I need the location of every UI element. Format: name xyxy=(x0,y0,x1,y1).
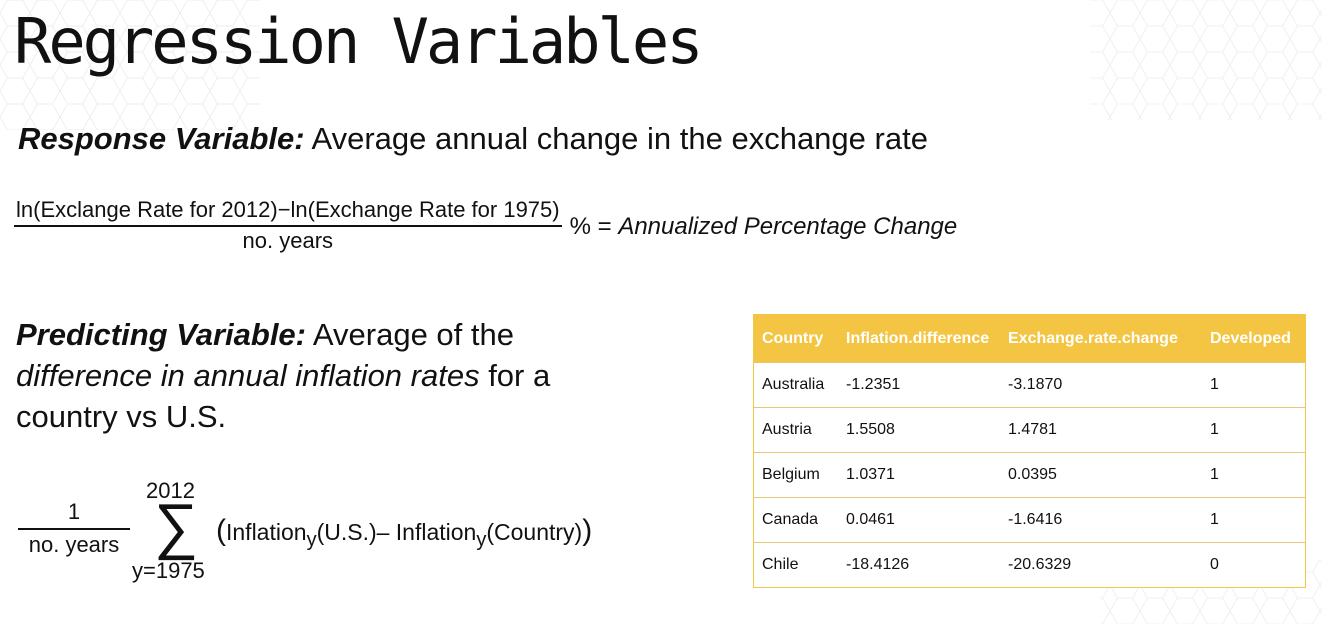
cell-inflation-difference: 0.0461 xyxy=(838,497,1000,543)
sum-upper-limit: 2012 xyxy=(146,478,195,503)
cell-inflation-difference: 1.5508 xyxy=(838,407,1000,453)
formula1-numerator: ln(Exclange Rate for 2012)−ln(Exchange R… xyxy=(14,196,562,227)
column-header-exchange-rate-change: Exchange.rate.change xyxy=(1000,314,1202,363)
cell-country: Chile xyxy=(753,542,838,588)
cell-inflation-difference: -1.2351 xyxy=(838,362,1000,408)
annualized-change-formula: ln(Exclange Rate for 2012)−ln(Exchange R… xyxy=(14,196,957,255)
predicting-variable-text2: for a xyxy=(479,358,551,393)
country-data-table: Country Inflation.difference Exchange.ra… xyxy=(753,314,1306,588)
formula2-term-country: Inflation xyxy=(395,519,477,545)
cell-country: Canada xyxy=(753,497,838,543)
cell-country: Australia xyxy=(753,362,838,408)
formula2-term-us: Inflation xyxy=(226,519,307,545)
column-header-developed: Developed xyxy=(1202,314,1306,363)
formula2-arg-country: (Country) xyxy=(486,519,583,545)
slide-title: Regression Variables xyxy=(14,5,704,78)
predicting-variable-label: Predicting Variable: xyxy=(16,317,306,352)
formula1-result: % = Annualized Percentage Change xyxy=(570,213,958,241)
predicting-variable-paragraph: Predicting Variable: Average of the diff… xyxy=(16,314,656,437)
formula2-fraction: 1 no. years xyxy=(18,498,130,560)
average-inflation-difference-formula: 1 no. years 2012 ∑ y=1975 (Inflationy(U.… xyxy=(18,478,698,588)
table-row: Belgium 1.0371 0.0395 1 xyxy=(753,452,1306,498)
predicting-variable-italic: difference in annual inflation rates xyxy=(16,358,480,393)
formula2-open-paren: ( xyxy=(216,514,226,547)
summation-sign: ∑ xyxy=(154,492,199,561)
cell-exchange-rate-change: 0.0395 xyxy=(1000,452,1202,498)
cell-exchange-rate-change: -1.6416 xyxy=(1000,497,1202,543)
formula2-subscript-us: y xyxy=(306,529,317,551)
cell-exchange-rate-change: -20.6329 xyxy=(1000,542,1202,588)
cell-exchange-rate-change: -3.1870 xyxy=(1000,362,1202,408)
table-row: Canada 0.0461 -1.6416 1 xyxy=(753,497,1306,543)
formula2-arg-us: (U.S.)– xyxy=(316,519,396,545)
column-header-inflation-difference: Inflation.difference xyxy=(838,314,1000,363)
column-header-country: Country xyxy=(753,314,838,363)
formula2-numerator: 1 xyxy=(18,498,130,530)
cell-developed: 1 xyxy=(1202,362,1306,408)
predicting-variable-line3: country vs U.S. xyxy=(16,399,227,434)
table-header-row: Country Inflation.difference Exchange.ra… xyxy=(753,314,1306,363)
formula2-subscript-country: y xyxy=(476,529,487,551)
formula2-close-paren: ) xyxy=(582,514,593,547)
table-row: Austria 1.5508 1.4781 1 xyxy=(753,407,1306,453)
cell-inflation-difference: -18.4126 xyxy=(838,542,1000,588)
cell-developed: 1 xyxy=(1202,452,1306,498)
formula1-denominator: no. years xyxy=(242,228,334,253)
formula1-percent-equals: % = xyxy=(569,212,619,240)
sum-lower-limit: y=1975 xyxy=(132,558,205,583)
cell-country: Austria xyxy=(753,407,838,453)
formula1-result-text: Annualized Percentage Change xyxy=(618,212,958,240)
cell-developed: 0 xyxy=(1202,542,1306,588)
formula2-expression: (Inflationy(U.S.)– Inflationy(Country)) xyxy=(216,514,592,552)
cell-country: Belgium xyxy=(753,452,838,498)
response-variable-text: Average annual change in the exchange ra… xyxy=(304,121,928,156)
cell-developed: 1 xyxy=(1202,407,1306,453)
response-variable-line: Response Variable: Average annual change… xyxy=(18,118,928,160)
table-row: Australia -1.2351 -3.1870 1 xyxy=(753,362,1306,408)
formula1-fraction: ln(Exclange Rate for 2012)−ln(Exchange R… xyxy=(14,196,562,255)
response-variable-label: Response Variable: xyxy=(18,121,305,156)
cell-developed: 1 xyxy=(1202,497,1306,543)
formula2-denominator: no. years xyxy=(28,532,120,557)
predicting-variable-text1: Average of the xyxy=(306,317,514,352)
cell-exchange-rate-change: 1.4781 xyxy=(1000,407,1202,453)
cell-inflation-difference: 1.0371 xyxy=(838,452,1000,498)
table-row: Chile -18.4126 -20.6329 0 xyxy=(753,542,1306,588)
